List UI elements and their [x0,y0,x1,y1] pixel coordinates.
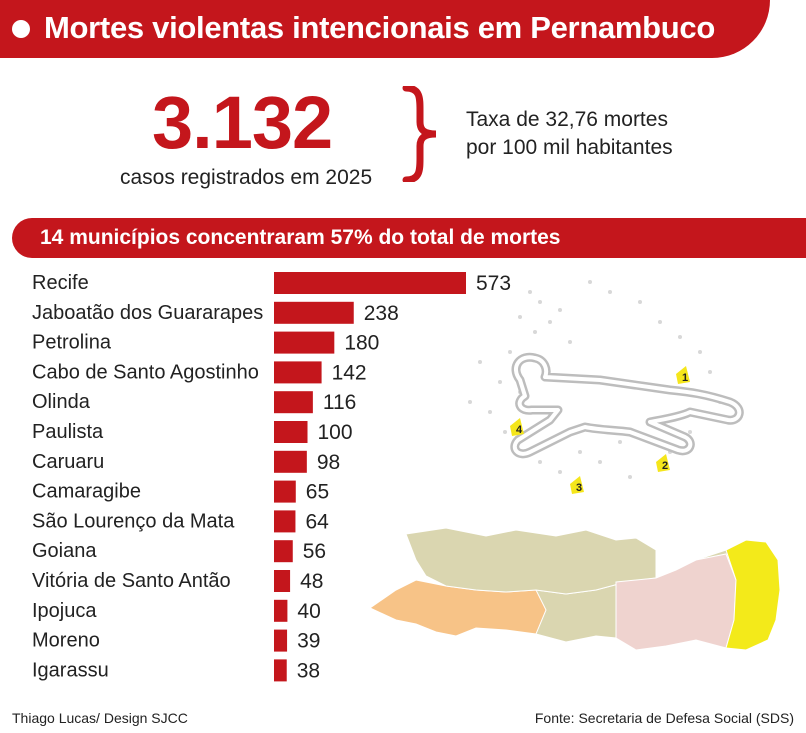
bar [274,361,322,384]
page-title: Mortes violentas intencionais em Pernamb… [44,10,716,45]
bar-value-label: 100 [318,421,353,444]
evidence-marker-3: 3 [570,476,584,494]
chart-title: 14 municípios concentraram 57% do total … [40,226,561,249]
bar-value-label: 142 [332,361,367,384]
bar [274,450,307,473]
category-label: Caruaru [32,451,104,473]
rate-text: Taxa de 32,76 mortes por 100 mil habitan… [466,106,673,162]
category-label: Camaragibe [32,481,141,503]
bullet-icon [12,20,30,38]
category-label: Ipojuca [32,600,97,622]
dot-texture [468,280,722,479]
category-label: Cabo de Santo Agostinho [32,361,259,383]
bar [274,421,308,443]
total-deaths-number: 3.132 [152,81,333,164]
source-text: Fonte: Secretaria de Defesa Social (SDS) [534,710,794,726]
category-label: Recife [32,272,89,294]
svg-text:2: 2 [662,460,668,472]
rate-line-1: Taxa de 32,76 mortes [466,108,668,131]
chalk-body-outline-icon: 1 2 3 4 [468,280,744,494]
bar [274,272,466,294]
bar [274,570,291,592]
bar-value-label: 180 [344,332,379,355]
category-label: Paulista [32,421,104,443]
evidence-marker-4: 4 [510,418,524,436]
bar-value-label: 573 [476,272,511,295]
total-deaths-caption: casos registrados em 2025 [120,166,373,189]
rate-line-2: por 100 mil habitantes [466,136,673,159]
pernambuco-map-icon [368,527,781,651]
category-label: Goiana [32,540,97,562]
bar [274,599,288,622]
category-label: Moreno [32,630,100,652]
bar-value-label: 48 [300,570,323,593]
bar [274,629,288,652]
bar [274,301,354,324]
svg-text:3: 3 [576,482,582,494]
bar-value-label: 39 [297,630,320,653]
category-label: São Lourenço da Mata [32,510,235,532]
bar-value-label: 116 [323,391,356,414]
credit-text: Thiago Lucas/ Design SJCC [12,710,188,726]
bar-value-label: 65 [306,481,329,504]
bar [274,331,335,354]
header-band [0,0,770,58]
category-label: Petrolina [32,332,112,354]
category-label: Jaboatão dos Guararapes [32,302,263,324]
curly-brace-icon [402,86,437,182]
evidence-marker-1: 1 [676,366,690,384]
evidence-marker-2: 2 [656,454,670,472]
bar-value-label: 238 [364,302,399,325]
svg-text:4: 4 [516,424,523,436]
bar [274,391,313,414]
bar-value-label: 40 [297,600,320,623]
category-label: Olinda [32,391,91,413]
bar-chart: Recife 573 Jaboatão dos Guararapes 238 Petro… [32,272,511,682]
bar-value-label: 64 [305,510,329,533]
bar-value-label: 56 [303,540,326,563]
bar [274,659,287,682]
bar [274,480,296,503]
bar-value-label: 98 [317,451,340,474]
bar [274,540,293,563]
bar-value-label: 38 [297,659,320,682]
subtitle-band [12,218,806,258]
category-label: Vitória de Santo Antão [32,570,231,592]
svg-text:1: 1 [682,372,688,384]
bar [274,510,296,533]
category-label: Igarassu [32,659,109,681]
